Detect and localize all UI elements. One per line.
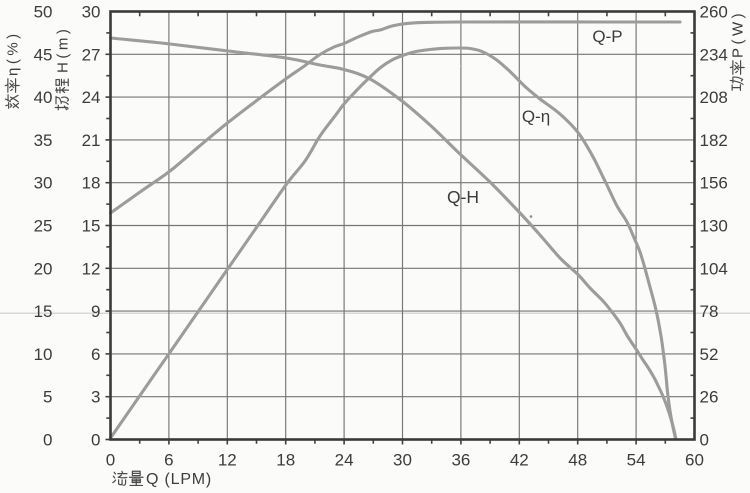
svg-text:42: 42 [510,451,529,470]
svg-text:Q (LPM): Q (LPM) [146,471,212,488]
svg-text:12: 12 [82,259,101,278]
svg-text:208: 208 [700,88,728,107]
svg-text:52: 52 [700,345,719,364]
svg-text:H(m): H(m) [55,26,72,73]
svg-text:45: 45 [34,45,53,64]
svg-text:104: 104 [700,259,728,278]
svg-text:18: 18 [276,451,295,470]
svg-text:Q-P: Q-P [592,27,622,46]
svg-text:54: 54 [627,451,646,470]
svg-text:24: 24 [82,88,101,107]
svg-text:48: 48 [568,451,587,470]
svg-text:6: 6 [91,345,100,364]
svg-text:30: 30 [393,451,412,470]
svg-text:9: 9 [91,302,100,321]
svg-text:27: 27 [82,45,101,64]
svg-text:0: 0 [91,431,100,450]
svg-text:50: 50 [34,3,53,22]
svg-text:20: 20 [34,259,53,278]
svg-text:21: 21 [82,131,101,150]
svg-text:P(W): P(W) [730,10,747,58]
svg-text:30: 30 [82,3,101,22]
svg-text:26: 26 [700,388,719,407]
svg-text:35: 35 [34,131,53,150]
svg-text:5: 5 [43,388,52,407]
svg-text:15: 15 [82,217,101,236]
svg-text:Q-η: Q-η [522,107,550,126]
svg-text:182: 182 [700,131,728,150]
svg-text:40: 40 [34,88,53,107]
svg-text:0: 0 [106,451,115,470]
svg-text:18: 18 [82,174,101,193]
svg-text:10: 10 [34,345,53,364]
svg-text:Q-H: Q-H [447,187,479,207]
svg-text:15: 15 [34,302,53,321]
svg-text:η(%): η(%) [5,30,22,76]
svg-text:260: 260 [700,3,728,22]
svg-text:6: 6 [164,451,173,470]
svg-text:234: 234 [700,45,728,64]
svg-text:60: 60 [685,451,704,470]
svg-text:30: 30 [34,174,53,193]
svg-text:78: 78 [700,302,719,321]
svg-text:130: 130 [700,217,728,236]
svg-text:36: 36 [451,451,470,470]
svg-text:24: 24 [335,451,354,470]
svg-text:0: 0 [43,431,52,450]
svg-text:156: 156 [700,174,728,193]
svg-text:0: 0 [700,431,709,450]
svg-text:25: 25 [34,217,53,236]
svg-text:12: 12 [218,451,237,470]
svg-text:3: 3 [91,388,100,407]
